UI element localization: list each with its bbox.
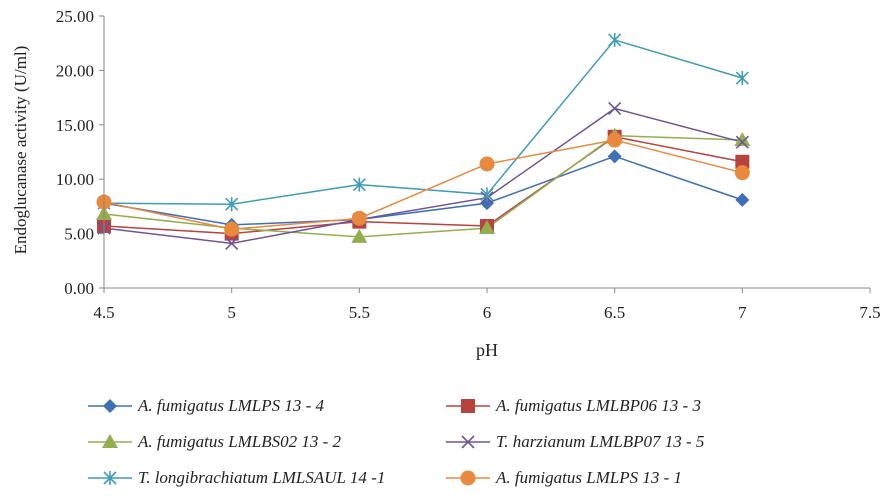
- legend-label: A. fumigatus LMLPS 13 - 4: [138, 396, 325, 415]
- legend-marker: [103, 399, 117, 413]
- y-tick-label: 25.00: [56, 7, 94, 26]
- legend-item: T. harzianum LMLBP07 13 - 5: [446, 424, 704, 460]
- legend-label: A. fumigatus LMLPS 13 - 1: [496, 468, 683, 487]
- legend-marker: [461, 435, 475, 449]
- data-point: [225, 236, 239, 250]
- legend-marker: [461, 399, 475, 413]
- data-point: [607, 149, 622, 164]
- axes: [103, 16, 870, 289]
- x-tick-label: 6.5: [604, 303, 625, 322]
- legend-swatch: [88, 399, 132, 413]
- series-line: [103, 107, 743, 245]
- x-tick-label: 7: [738, 303, 747, 322]
- x-tick-label: 4.5: [93, 303, 114, 322]
- data-point: [224, 221, 240, 237]
- series-line: [103, 134, 743, 238]
- data-point: [735, 192, 750, 207]
- data-point: [734, 132, 751, 147]
- y-tick-label: 15.00: [56, 116, 94, 135]
- y-tick-label: 0.00: [64, 279, 94, 298]
- series-line: [103, 39, 743, 205]
- data-point: [225, 197, 239, 212]
- legend-label: A. fumigatus LMLBP06 13 - 3: [496, 396, 701, 415]
- legend-label: T. harzianum LMLBP07 13 - 5: [496, 432, 705, 451]
- legend-marker: [102, 434, 118, 448]
- legend-label: T. longibrachiatum LMLSAUL 14 -1: [138, 468, 386, 487]
- legend-item: A. fumigatus LMLPS 13 - 1: [446, 460, 682, 496]
- legend-item: A. fumigatus LMLBS02 13 - 2: [88, 424, 341, 460]
- data-point: [480, 187, 494, 202]
- legend-swatch: [446, 435, 490, 449]
- series-markers: [96, 32, 751, 250]
- x-tick-label: 5: [227, 303, 236, 322]
- data-point: [480, 196, 494, 211]
- series-lines: [103, 39, 743, 245]
- data-point: [734, 165, 750, 181]
- data-point: [352, 177, 366, 192]
- x-tick-label: 7.5: [859, 303, 880, 322]
- x-tick-label: 5.5: [349, 303, 370, 322]
- axis-ticks: 4.5 5 5.5 6 6.5 7 7.5 0.00 5.00 10.00 15.00 20.00 25…: [56, 7, 881, 322]
- series-line: [103, 155, 743, 226]
- y-tick-label: 5.00: [64, 225, 94, 244]
- data-point: [607, 132, 623, 148]
- legend-swatch: [88, 434, 132, 448]
- y-tick-label: 20.00: [56, 61, 94, 80]
- data-point: [479, 156, 495, 172]
- legend-label: A. fumigatus LMLBS02 13 - 2: [138, 432, 342, 451]
- series-line: [103, 139, 743, 231]
- y-tick-label: 10.00: [56, 170, 94, 189]
- data-point: [735, 135, 749, 149]
- data-point: [735, 71, 749, 86]
- legend-marker: [103, 471, 117, 485]
- legend-item: T. longibrachiatum LMLSAUL 14 -1: [88, 460, 385, 496]
- data-point: [479, 220, 495, 235]
- y-axis-label: Endoglucanase activity (U/ml): [11, 46, 30, 255]
- x-tick-label: 6: [483, 303, 492, 322]
- data-point: [608, 101, 622, 116]
- legend-marker: [460, 470, 476, 486]
- legend-item: A. fumigatus LMLBP06 13 - 3: [446, 388, 701, 424]
- legend-swatch: [88, 471, 132, 485]
- legend-swatch: [446, 470, 490, 486]
- line-chart: 4.5 5 5.5 6 6.5 7 7.5 0.00 5.00 10.00 15.00 20.00 25…: [11, 7, 881, 360]
- legend-swatch: [446, 399, 490, 413]
- data-point: [351, 210, 367, 226]
- series-line: [103, 135, 743, 235]
- legend-item: A. fumigatus LMLPS 13 - 4: [88, 388, 324, 424]
- data-point: [608, 32, 622, 47]
- data-point: [351, 228, 368, 243]
- data-point: [735, 154, 750, 169]
- x-axis-label: pH: [476, 340, 498, 360]
